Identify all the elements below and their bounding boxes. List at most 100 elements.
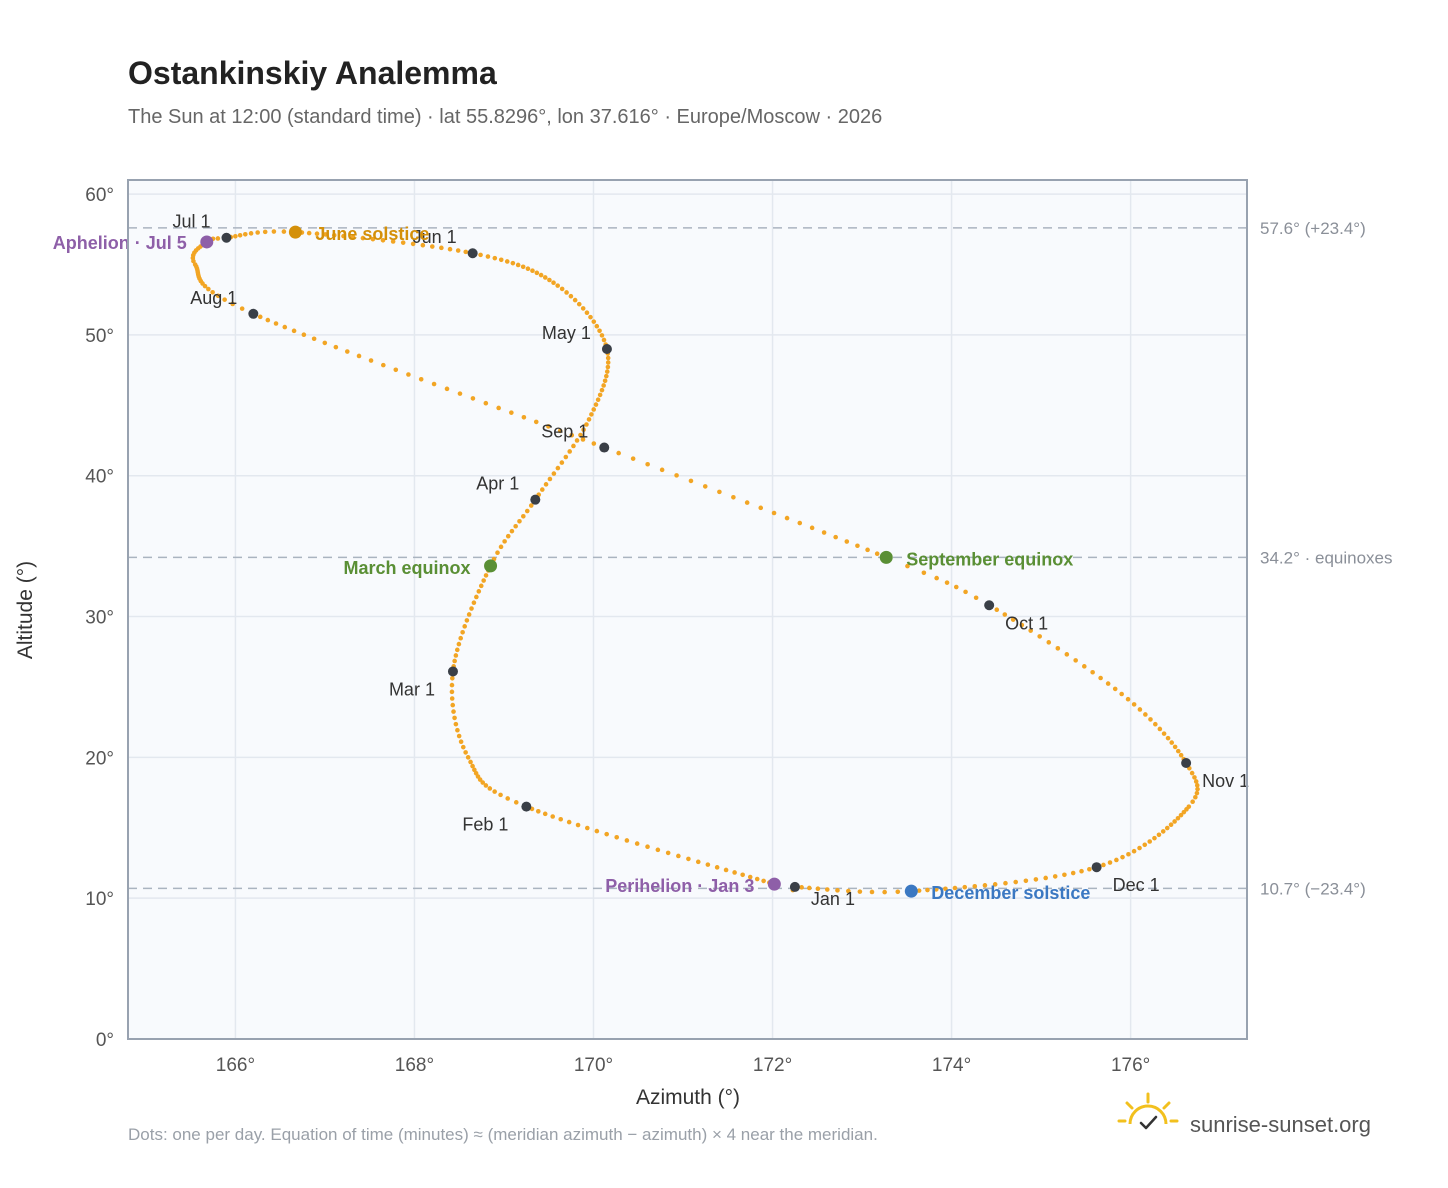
month-marker-label: Nov 1 bbox=[1202, 771, 1249, 791]
daily-dot bbox=[1043, 875, 1048, 881]
daily-dot bbox=[568, 293, 574, 299]
daily-dot bbox=[1028, 628, 1033, 633]
daily-dot bbox=[306, 230, 312, 236]
daily-dot bbox=[469, 606, 474, 611]
daily-dot bbox=[1142, 842, 1148, 848]
daily-dot bbox=[916, 888, 922, 893]
daily-dot bbox=[905, 563, 910, 569]
daily-dot bbox=[833, 534, 838, 540]
daily-dot bbox=[659, 467, 665, 473]
daily-dot bbox=[1164, 825, 1170, 831]
daily-dot bbox=[551, 280, 556, 286]
daily-dot bbox=[517, 519, 522, 524]
daily-dot bbox=[585, 825, 590, 831]
daily-dot bbox=[580, 306, 586, 311]
daily-dot bbox=[1189, 770, 1195, 776]
month-marker-label: Oct 1 bbox=[1005, 613, 1048, 633]
daily-dot bbox=[994, 607, 1000, 613]
daily-dot bbox=[333, 344, 339, 350]
daily-dot bbox=[771, 510, 777, 516]
daily-dot bbox=[1046, 640, 1052, 645]
daily-dot bbox=[463, 750, 468, 755]
daily-dot bbox=[478, 583, 484, 589]
daily-dot bbox=[1161, 731, 1167, 736]
daily-dot bbox=[281, 229, 287, 234]
daily-dot bbox=[322, 340, 328, 346]
daily-dot bbox=[575, 822, 581, 828]
daily-dot bbox=[487, 786, 493, 791]
daily-dot bbox=[481, 578, 486, 583]
daily-dot bbox=[581, 427, 586, 433]
daily-dot bbox=[509, 528, 515, 534]
month-marker-label: Sep 1 bbox=[541, 422, 588, 442]
x-axis-label: Azimuth (°) bbox=[636, 1086, 740, 1109]
y-tick-label: 60° bbox=[85, 185, 114, 206]
daily-dot bbox=[744, 500, 750, 505]
daily-dot bbox=[578, 432, 583, 438]
plot-frame bbox=[127, 179, 1248, 1040]
daily-dot bbox=[257, 314, 263, 320]
daily-dot bbox=[472, 767, 477, 773]
daily-dot bbox=[410, 241, 416, 247]
daily-dot bbox=[429, 244, 435, 249]
daily-dot bbox=[457, 391, 463, 396]
plot-background bbox=[128, 180, 1247, 1039]
month-marker-label: Dec 1 bbox=[1113, 875, 1160, 895]
daily-dot bbox=[686, 856, 691, 862]
daily-dot bbox=[973, 595, 979, 601]
daily-dot bbox=[509, 410, 514, 415]
daily-dot bbox=[483, 400, 489, 406]
daily-dot bbox=[758, 505, 764, 511]
daily-dot bbox=[498, 792, 503, 798]
month-marker-dot bbox=[601, 343, 612, 354]
daily-dot bbox=[815, 886, 821, 892]
plot-border bbox=[127, 179, 1248, 1040]
daily-dot bbox=[215, 293, 221, 299]
daily-dot bbox=[418, 376, 424, 382]
daily-dot bbox=[572, 297, 578, 303]
daily-dot bbox=[1010, 617, 1016, 622]
daily-dot bbox=[1157, 726, 1163, 732]
daily-dot bbox=[462, 624, 467, 629]
daily-dot bbox=[451, 709, 456, 714]
daily-dot bbox=[444, 386, 450, 392]
daily-dot bbox=[492, 789, 497, 794]
daily-dot bbox=[1148, 717, 1153, 722]
daily-dot bbox=[282, 324, 288, 330]
daily-dot bbox=[311, 336, 317, 342]
daily-dot bbox=[702, 484, 708, 489]
daily-dot bbox=[591, 319, 597, 324]
daily-dot bbox=[576, 301, 582, 307]
daily-dot bbox=[452, 715, 457, 721]
daily-dot bbox=[265, 317, 271, 323]
daily-dot bbox=[569, 432, 575, 438]
daily-dot bbox=[1002, 612, 1008, 617]
daily-dot bbox=[449, 682, 455, 688]
daily-dot bbox=[551, 471, 557, 476]
chart-title: Ostankinskiy Analemma bbox=[128, 55, 497, 91]
daily-dot bbox=[248, 231, 254, 236]
daily-dot bbox=[597, 328, 602, 334]
daily-dot bbox=[513, 523, 518, 529]
daily-dot bbox=[454, 647, 460, 653]
daily-dot bbox=[1131, 702, 1137, 707]
daily-dot bbox=[1181, 809, 1187, 815]
daily-dot bbox=[498, 544, 504, 550]
daily-dot bbox=[807, 885, 812, 891]
daily-dot bbox=[962, 884, 968, 890]
brand-name: sunrise-sunset.org bbox=[1190, 1112, 1371, 1137]
daily-dot bbox=[1190, 799, 1195, 805]
daily-dot bbox=[557, 428, 563, 434]
daily-dot bbox=[360, 235, 366, 241]
daily-dot bbox=[655, 847, 661, 853]
daily-dot bbox=[584, 310, 590, 316]
daily-dot bbox=[1126, 851, 1131, 857]
daily-dot bbox=[464, 618, 470, 623]
daily-dot bbox=[594, 323, 600, 329]
daily-dot bbox=[1137, 845, 1142, 851]
daily-dot bbox=[242, 232, 248, 237]
daily-dot bbox=[1168, 822, 1174, 828]
daily-dot bbox=[1178, 752, 1184, 758]
month-marker-dot bbox=[248, 308, 259, 319]
reference-line-label: 34.2° · equinoxes bbox=[1260, 548, 1393, 567]
